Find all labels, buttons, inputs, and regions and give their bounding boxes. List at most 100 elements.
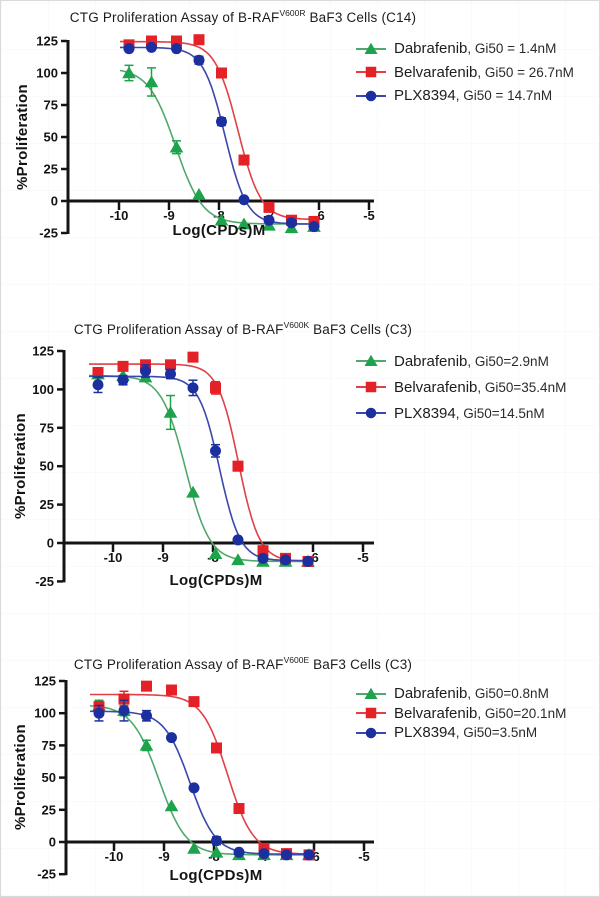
data-point-plx8394: [286, 217, 297, 229]
x-axis-title: Log(CPDs)M: [169, 867, 263, 884]
y-tick-label: 100: [36, 66, 58, 81]
y-tick-label: -25: [37, 867, 56, 882]
triangle-marker-icon: [355, 687, 387, 701]
data-point-dabrafenib: [164, 799, 179, 812]
data-point-plx8394: [166, 732, 177, 744]
data-point-plx8394: [258, 848, 270, 860]
x-tick-label: -10: [105, 849, 124, 864]
fit-curve-belvarafenib: [90, 693, 310, 855]
legend-label: Dabrafenib: [394, 352, 468, 370]
chart-v600r: CTG Proliferation Assay of B-RAFV600R Ba…: [1, 1, 599, 300]
legend-label: Dabrafenib: [394, 40, 468, 58]
fit-curve-dabrafenib: [88, 374, 308, 563]
x-tick-label: -8: [213, 208, 225, 223]
fit-curve-plx8394: [90, 710, 309, 855]
data-point-belvarafenib: [257, 545, 269, 557]
data-point-belvarafenib: [118, 693, 130, 705]
y-tick-label: 100: [32, 382, 54, 397]
legend: Dabrafenib, Gi50=0.8nM Belvarafenib, Gi5…: [355, 684, 566, 743]
chart-v600e: CTG Proliferation Assay of B-RAFV600E Ba…: [1, 599, 599, 896]
data-point-plx8394: [233, 846, 245, 858]
data-point-belvarafenib: [188, 696, 200, 708]
legend-marker-shape: [365, 407, 377, 419]
data-point-dabrafenib: [163, 405, 178, 418]
y-tick-label: 25: [40, 497, 54, 512]
data-point-dabrafenib: [237, 217, 251, 230]
data-point-dabrafenib: [208, 547, 223, 560]
fit-curve-dabrafenib: [119, 69, 314, 225]
title-text: CTG Proliferation Assay of B-RAF: [69, 10, 280, 25]
data-point-plx8394: [140, 365, 151, 377]
data-point-dabrafenib: [186, 485, 200, 498]
data-point-plx8394: [216, 116, 227, 128]
data-point-plx8394: [232, 534, 244, 546]
y-tick-label: 25: [42, 802, 56, 817]
data-point-dabrafenib: [139, 738, 154, 751]
y-tick-label: 125: [32, 344, 54, 359]
data-point-plx8394: [303, 849, 315, 861]
legend-marker-shape: [365, 708, 377, 719]
legend-label: Dabrafenib: [394, 685, 468, 703]
x-tick-label: -9: [158, 849, 170, 864]
legend-marker-shape: [365, 727, 377, 738]
x-axis-title: Log(CPDs)M: [172, 222, 266, 239]
y-tick-label: 25: [44, 162, 58, 177]
data-point-plx8394: [171, 43, 182, 55]
data-point-plx8394: [118, 705, 130, 717]
data-point-plx8394: [263, 214, 275, 226]
data-point-plx8394: [187, 382, 199, 394]
x-tick-label: -10: [110, 208, 129, 223]
data-point-plx8394: [165, 368, 176, 380]
circle-marker-icon: [355, 726, 387, 740]
data-point-plx8394: [308, 221, 320, 233]
legend-gi50: , Gi50=2.9nM: [467, 353, 549, 369]
circle-marker-icon: [355, 89, 387, 103]
data-point-plx8394: [193, 54, 205, 66]
data-point-dabrafenib: [144, 75, 159, 88]
y-axis-title: %Proliferation: [12, 724, 29, 830]
legend-item-dabrafenib: Dabrafenib, Gi50=0.8nM: [355, 684, 566, 704]
title-superscript: V600R: [279, 8, 306, 18]
x-tick-label: -5: [363, 208, 375, 223]
x-tick-label: -5: [357, 550, 369, 565]
x-tick-label: -10: [104, 550, 123, 565]
square-marker-icon: [355, 706, 387, 720]
data-point-belvarafenib: [216, 67, 227, 79]
legend-gi50: , Gi50=14.5nM: [455, 405, 545, 421]
y-tick-label: 125: [34, 674, 56, 689]
data-point-belvarafenib: [263, 201, 275, 213]
legend-item-plx8394: PLX8394, Gi50=14.5nM: [355, 400, 566, 426]
y-tick-label: -25: [35, 574, 54, 589]
chart-title: CTG Proliferation Assay of B-RAFV600K Ba…: [23, 320, 463, 337]
data-point-belvarafenib: [193, 34, 205, 46]
legend-label: Belvarafenib: [394, 378, 478, 396]
data-point-dabrafenib: [169, 140, 184, 153]
y-tick-label: -25: [39, 226, 58, 241]
data-point-dabrafenib: [231, 553, 245, 566]
legend-marker-shape: [365, 67, 377, 78]
y-tick-label: 125: [36, 34, 58, 49]
data-point-dabrafenib: [122, 66, 136, 79]
data-point-plx8394: [92, 379, 104, 391]
chart-title: CTG Proliferation Assay of B-RAFV600E Ba…: [23, 655, 463, 672]
data-point-plx8394: [141, 710, 152, 722]
legend-gi50: , Gi50 = 26.7nM: [477, 64, 574, 80]
title-superscript: V600K: [283, 320, 310, 330]
y-tick-label: 75: [44, 98, 58, 113]
y-tick-label: 0: [51, 194, 58, 209]
legend-gi50: , Gi50=20.1nM: [477, 705, 567, 721]
legend-marker-shape: [365, 90, 377, 101]
data-point-belvarafenib: [165, 359, 176, 371]
data-point-dabrafenib: [192, 188, 206, 200]
chart-title: CTG Proliferation Assay of B-RAFV600R Ba…: [23, 8, 463, 25]
data-point-dabrafenib: [214, 213, 229, 226]
data-point-belvarafenib: [146, 35, 157, 47]
data-point-belvarafenib: [210, 382, 221, 394]
data-point-belvarafenib: [233, 803, 245, 815]
data-point-plx8394: [211, 835, 222, 847]
legend-label: Belvarafenib: [394, 63, 478, 81]
legend-gi50: , Gi50=35.4nM: [477, 379, 567, 395]
y-tick-label: 75: [40, 420, 54, 435]
